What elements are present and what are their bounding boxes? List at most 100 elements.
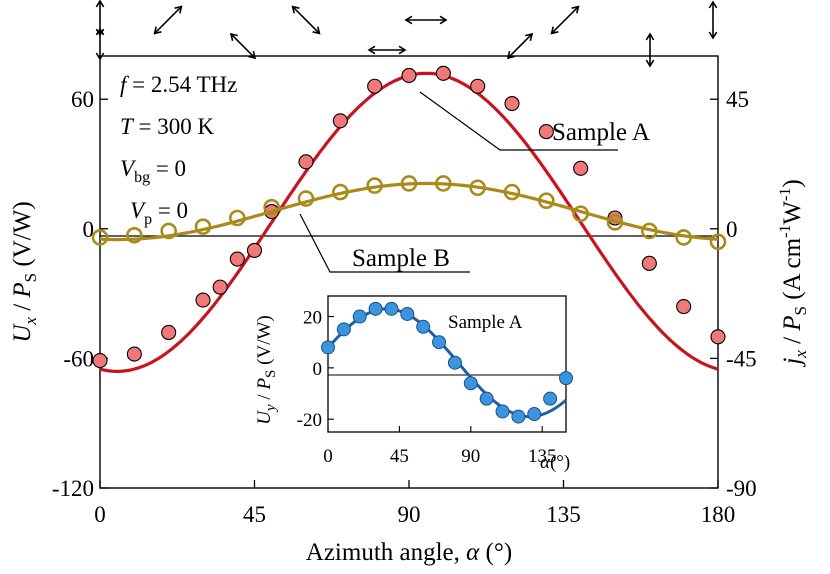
inset-plot-frame bbox=[327, 295, 567, 433]
inset-point bbox=[384, 301, 399, 316]
sample-a-point bbox=[710, 329, 726, 345]
inset-point bbox=[400, 306, 415, 321]
sample-b-point bbox=[297, 190, 315, 207]
sample-a-point bbox=[92, 353, 108, 369]
frequency-annotation: f = 2.54 THz bbox=[120, 72, 237, 97]
sample-b-point bbox=[469, 179, 486, 197]
sample-a-point bbox=[435, 65, 451, 81]
polarization-arrow bbox=[708, 0, 718, 40]
x-tick-label: 0 bbox=[94, 502, 106, 527]
sample-b-point bbox=[126, 226, 143, 244]
sample-a-point bbox=[161, 324, 177, 341]
vp-annotation: Vp = 0 bbox=[130, 198, 188, 228]
vbg-annotation: Vbg = 0 bbox=[120, 156, 186, 186]
polarization-arrow bbox=[645, 32, 655, 68]
sample-b-point bbox=[606, 214, 624, 231]
inset-y-tick-label: 20 bbox=[303, 308, 322, 329]
polarization-arrow bbox=[550, 5, 580, 35]
inset-point bbox=[352, 309, 367, 324]
inset-point bbox=[368, 301, 383, 316]
sample-b-point bbox=[503, 183, 521, 201]
sample-b-label: Sample B bbox=[352, 245, 450, 272]
inset-point bbox=[479, 391, 494, 406]
inset-y-axis-label: Uy / PS (V/W) bbox=[254, 315, 279, 424]
polarization-arrow bbox=[153, 5, 183, 35]
polarization-arrow bbox=[291, 5, 321, 35]
sample-a-point bbox=[212, 279, 228, 295]
sample-a-point bbox=[229, 251, 245, 267]
polarization-arrows bbox=[95, 0, 718, 68]
inset-x-tick-label: 45 bbox=[390, 446, 409, 467]
inset-x-tick-label: 135 bbox=[528, 446, 557, 467]
inset-sample-label: Sample A bbox=[448, 312, 523, 333]
y2-tick-label: -90 bbox=[726, 476, 757, 501]
y2-tick-label: -45 bbox=[726, 346, 757, 371]
polarization-arrow bbox=[506, 32, 534, 60]
polarization-arrow bbox=[229, 32, 257, 60]
polarization-arrow bbox=[367, 45, 407, 55]
sample-b-point bbox=[160, 222, 177, 240]
x-tick-label: 45 bbox=[243, 502, 266, 527]
sample-b-point bbox=[263, 198, 280, 216]
y2-tick-label: 45 bbox=[726, 87, 749, 112]
x-tick-label: 135 bbox=[546, 502, 581, 527]
inset-point bbox=[559, 371, 573, 386]
inset-point bbox=[416, 319, 431, 334]
sample-b-point bbox=[572, 205, 589, 222]
sample-b-point bbox=[709, 233, 727, 251]
sample-b-point bbox=[538, 192, 555, 210]
sample-b-point bbox=[91, 229, 109, 246]
sample-a-point bbox=[246, 242, 263, 258]
main-series-layer bbox=[91, 65, 727, 374]
y-tick-label: -120 bbox=[52, 476, 94, 501]
inset-point bbox=[321, 340, 335, 355]
sample-a-point bbox=[126, 346, 142, 362]
inset-x-tick-label: 90 bbox=[461, 446, 480, 467]
sample-b-fit-curve bbox=[99, 181, 719, 242]
sample-a-point bbox=[676, 299, 692, 315]
sample-a-label: Sample A bbox=[552, 119, 650, 146]
sample-b-point bbox=[194, 218, 212, 235]
y-tick-label: 0 bbox=[83, 217, 95, 242]
inset-point bbox=[447, 355, 462, 370]
inset-x-tick-label: 0 bbox=[323, 446, 333, 467]
sample-b-point bbox=[435, 175, 452, 192]
inset-point bbox=[527, 407, 542, 422]
sample-a-point bbox=[332, 113, 348, 129]
inset-point bbox=[336, 322, 351, 337]
sample-b-point bbox=[675, 229, 692, 246]
sample-a-point bbox=[504, 95, 520, 112]
sample-a-point bbox=[298, 154, 314, 170]
sample-b-leader-line bbox=[299, 213, 470, 273]
inset-y-tick-label: 0 bbox=[313, 359, 323, 380]
sample-a-point bbox=[401, 67, 417, 83]
inset-point bbox=[543, 391, 558, 406]
inset-fit-curve bbox=[326, 307, 567, 419]
x-tick-label: 90 bbox=[398, 502, 421, 527]
sample-a-point bbox=[573, 160, 589, 176]
y-tick-label: 60 bbox=[71, 87, 94, 112]
main-axis-ticks: 0 45 90 135 180 -120 -60 0 60 -90 -45 0 45 bbox=[52, 87, 757, 527]
sample-b-point bbox=[366, 177, 383, 194]
inset-y-tick-label: -20 bbox=[297, 410, 322, 431]
y-axis-label: Ux / PS (V/W) bbox=[9, 201, 40, 342]
sample-a-point bbox=[367, 78, 383, 94]
temperature-annotation: T = 300 K bbox=[120, 114, 215, 139]
sample-a-point bbox=[470, 78, 486, 94]
sample-b-point bbox=[400, 175, 418, 192]
inset-point bbox=[463, 376, 478, 391]
sample-a-point bbox=[641, 255, 657, 271]
inset-x-axis-label: α(°) bbox=[540, 452, 570, 473]
y2-axis-label: jx / PS (A cm-1W-1) bbox=[777, 179, 810, 367]
polarization-arrow bbox=[95, 27, 105, 61]
y-tick-label: -60 bbox=[63, 346, 94, 371]
sample-b-point bbox=[229, 209, 246, 227]
inset-point bbox=[511, 409, 526, 424]
polarization-arrow bbox=[404, 15, 448, 25]
sample-a-point bbox=[538, 124, 554, 140]
sample-a-point bbox=[195, 292, 211, 308]
inset-point bbox=[495, 404, 510, 419]
y2-tick-label: 0 bbox=[726, 217, 738, 242]
